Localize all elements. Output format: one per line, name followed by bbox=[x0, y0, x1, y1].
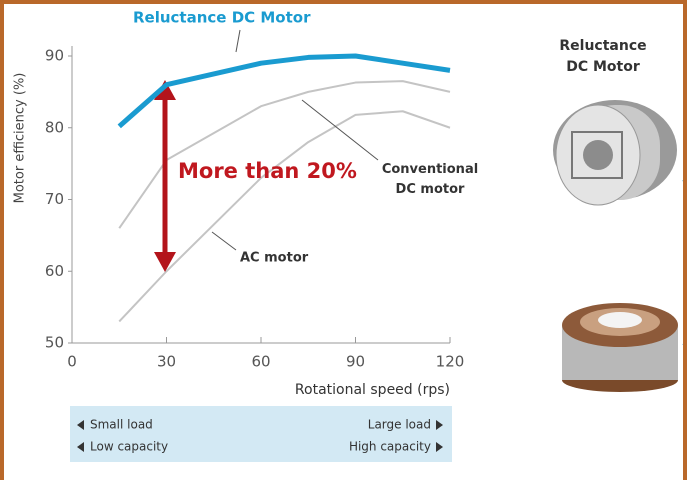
panel-heading: Reluctance DC Motor bbox=[559, 38, 647, 75]
y-tick-label: 80 bbox=[45, 118, 64, 136]
x-tick-label: 120 bbox=[436, 353, 465, 371]
y-tick-label: 60 bbox=[45, 262, 64, 280]
y-tick-label: 90 bbox=[45, 47, 64, 65]
y-tick-label: 70 bbox=[45, 190, 64, 208]
annotation: More than 20% bbox=[178, 159, 357, 183]
load-label: High capacity bbox=[349, 440, 431, 454]
series-line bbox=[117, 53, 451, 129]
leader-line bbox=[235, 29, 241, 53]
series-label: AC motor bbox=[240, 251, 309, 266]
series-label: Reluctance DC Motor bbox=[133, 9, 311, 27]
y-axis-label: Motor efficiency (%) bbox=[13, 73, 28, 204]
x-axis-label: Rotational speed (rps) bbox=[295, 382, 450, 398]
x-tick-label: 60 bbox=[251, 353, 270, 371]
load-box bbox=[70, 406, 452, 462]
x-tick-label: 0 bbox=[67, 353, 77, 371]
y-tick-label: 50 bbox=[45, 334, 64, 352]
load-label: Large load bbox=[368, 418, 431, 432]
series-line bbox=[118, 110, 451, 323]
load-label: Small load bbox=[90, 418, 153, 432]
x-tick-label: 90 bbox=[346, 353, 365, 371]
series-label: Conventional DC motor bbox=[381, 162, 479, 197]
arrow-head bbox=[154, 80, 176, 100]
motor-image-rotor bbox=[553, 100, 687, 206]
load-label: Low capacity bbox=[90, 440, 168, 454]
motor-image-stator bbox=[562, 303, 687, 392]
leader-line bbox=[301, 99, 379, 161]
leader-line bbox=[211, 231, 237, 251]
arrow-head bbox=[154, 252, 176, 272]
x-tick-label: 30 bbox=[157, 353, 176, 371]
